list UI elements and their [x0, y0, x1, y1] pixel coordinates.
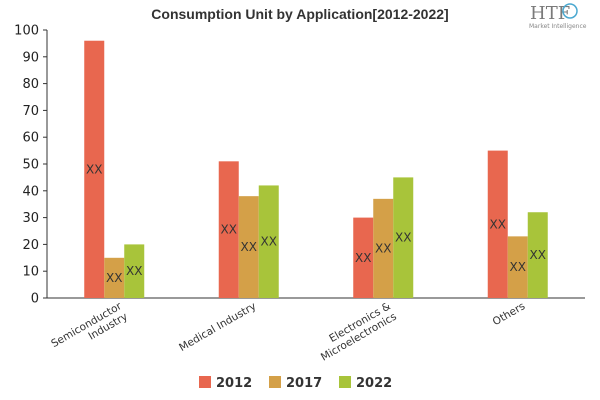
y-tick-label: 60: [22, 131, 39, 146]
legend-label: 2012: [216, 376, 252, 391]
y-tick-label: 90: [22, 50, 39, 65]
y-tick-label: 40: [22, 184, 39, 199]
data-label: XX: [510, 260, 526, 274]
legend-swatch: [339, 376, 351, 388]
data-label: XX: [221, 223, 237, 237]
category-label-text: Others: [491, 300, 528, 328]
data-labels: XX XX XX XX XX XX XX XX XX XX XX XX: [86, 162, 546, 285]
category-label-text: Electronics &Microelectronics: [313, 300, 399, 363]
data-label: XX: [490, 217, 506, 231]
bar: [84, 40, 105, 298]
category-label: Medical Industry: [177, 300, 258, 354]
bar: [124, 244, 145, 298]
category-label-line: Medical Industry: [177, 300, 258, 354]
data-label: XX: [375, 241, 391, 255]
y-tick-label: 70: [22, 104, 39, 119]
axes: 0 10 20 30 40 50 60 70 80 90 100: [14, 24, 585, 307]
legend-label: 2017: [286, 376, 322, 391]
y-tick-label: 30: [22, 211, 39, 226]
y-tick-label: 100: [14, 24, 39, 39]
data-label: XX: [86, 162, 102, 176]
data-label: XX: [530, 248, 546, 262]
bar: [487, 150, 508, 298]
category-label-line: Others: [491, 300, 528, 328]
category-label: Others: [491, 300, 528, 328]
y-tick-label: 80: [22, 77, 39, 92]
logo-subtext: Market Intelligence: [529, 23, 587, 30]
legend-swatch: [269, 376, 281, 388]
legend: 2012 2017 2022: [199, 376, 392, 391]
y-tick-label: 10: [22, 265, 39, 280]
category-label: SemiconductorIndustry: [49, 300, 130, 361]
legend-swatch: [199, 376, 211, 388]
data-label: XX: [355, 251, 371, 265]
category-label-text: SemiconductorIndustry: [49, 300, 130, 361]
bar: [527, 212, 548, 298]
data-label: XX: [106, 271, 122, 285]
data-label: XX: [261, 235, 277, 249]
bar: [393, 177, 414, 298]
y-tick-label: 20: [22, 238, 39, 253]
y-tick-label: 0: [31, 292, 39, 307]
category-label-text: Medical Industry: [177, 300, 258, 354]
bar: [373, 198, 394, 298]
data-label: XX: [241, 240, 257, 254]
data-label: XX: [395, 231, 411, 245]
bar: [507, 236, 528, 298]
bar: [104, 257, 125, 298]
bar: [258, 185, 279, 298]
legend-label: 2022: [356, 376, 392, 391]
globe-icon: [562, 3, 578, 19]
bar: [353, 217, 374, 298]
bars: [84, 40, 548, 298]
logo-text: HTF: [530, 3, 570, 24]
category-labels: SemiconductorIndustry Medical Industry Ele…: [49, 300, 527, 364]
bar: [238, 196, 259, 298]
data-label: XX: [126, 264, 142, 278]
chart-title: Consumption Unit by Application[2012-202…: [151, 6, 448, 22]
bar: [218, 161, 239, 298]
y-tick-label: 50: [22, 158, 39, 173]
category-label: Electronics &Microelectronics: [313, 300, 399, 363]
logo: HTF Market Intelligence: [529, 3, 587, 30]
